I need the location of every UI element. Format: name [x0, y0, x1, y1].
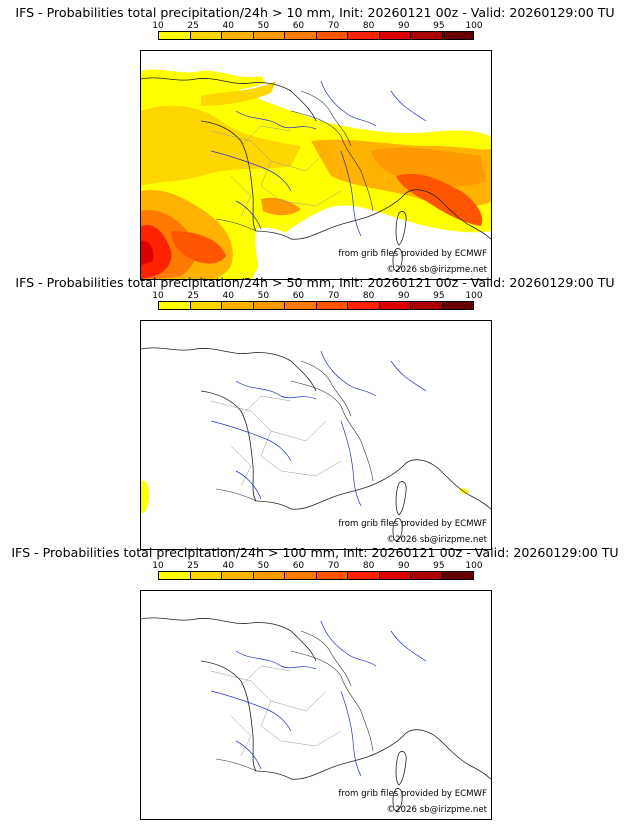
colorbar-labels: 10 25 40 50 60 70 80 90 95 100	[140, 561, 490, 573]
colorbar-segment	[285, 32, 317, 39]
colorbar-label: 40	[222, 21, 234, 31]
panel-title: IFS - Probabilities total precipitation/…	[15, 275, 615, 290]
colorbar-segment	[190, 32, 222, 39]
colorbar-segment	[316, 572, 348, 579]
colorbar-label: 40	[222, 291, 234, 301]
colorbar-segment	[411, 302, 443, 309]
colorbar-label: 70	[327, 21, 340, 31]
colorbar-segment	[222, 302, 254, 309]
data-credit: from grib files provided by ECMWF	[338, 789, 487, 799]
colorbar-segment	[348, 302, 380, 309]
data-credit: from grib files provided by ECMWF	[338, 519, 487, 529]
colorbar-segment	[379, 572, 411, 579]
colorbar-label: 100	[465, 291, 483, 301]
colorbar-segment	[253, 572, 285, 579]
precip-map: from grib files provided by ECMWF ©2026 …	[140, 50, 492, 280]
colorbar-segment	[190, 302, 222, 309]
colorbar	[158, 301, 474, 310]
colorbar-segment	[442, 572, 473, 579]
colorbar-segment	[316, 32, 348, 39]
colorbar-label: 90	[398, 561, 410, 571]
colorbar-label: 25	[187, 561, 199, 571]
panel-title: IFS - Probabilities total precipitation/…	[11, 545, 619, 560]
colorbar-segment	[253, 32, 285, 39]
colorbar-label: 25	[187, 291, 199, 301]
colorbar-segment	[348, 572, 380, 579]
colorbar-label: 60	[292, 21, 305, 31]
colorbar-label: 50	[257, 291, 270, 301]
colorbar-label: 80	[362, 561, 375, 571]
colorbar-label: 50	[257, 21, 270, 31]
colorbar-label: 95	[433, 291, 445, 301]
colorbar-label: 50	[257, 561, 270, 571]
colorbar-label: 60	[292, 291, 305, 301]
colorbar-segment	[159, 32, 191, 39]
colorbar-segment	[348, 32, 380, 39]
colorbar-segment	[222, 32, 254, 39]
colorbar-segment	[159, 572, 191, 579]
colorbar-segment	[190, 572, 222, 579]
colorbar-segment	[285, 302, 317, 309]
colorbar-label: 40	[222, 561, 234, 571]
colorbar-label: 80	[362, 291, 375, 301]
colorbar-segment	[222, 572, 254, 579]
copyright: ©2026 sb@irizpme.net	[386, 805, 488, 815]
copyright: ©2026 sb@irizpme.net	[386, 265, 488, 275]
colorbar-label: 10	[152, 291, 164, 301]
colorbar-label: 100	[465, 561, 483, 571]
data-credit: from grib files provided by ECMWF	[338, 249, 487, 259]
colorbar	[158, 571, 474, 580]
map-panel-50mm: IFS - Probabilities total precipitation/…	[0, 275, 630, 550]
colorbar-label: 90	[398, 291, 410, 301]
colorbar-segment	[411, 572, 443, 579]
colorbar-segment	[442, 302, 473, 309]
colorbar-label: 60	[292, 561, 305, 571]
colorbar-labels: 10 25 40 50 60 70 80 90 95 100	[140, 21, 490, 33]
colorbar-label: 10	[152, 21, 164, 31]
colorbar-label: 90	[398, 21, 410, 31]
colorbar-segment	[379, 32, 411, 39]
map-panel-10mm: IFS - Probabilities total precipitation/…	[0, 5, 630, 280]
colorbar-label: 70	[327, 561, 340, 571]
colorbar-label: 70	[327, 291, 340, 301]
colorbar-segment	[285, 572, 317, 579]
colorbar-segment	[316, 302, 348, 309]
colorbar-label: 95	[433, 561, 445, 571]
colorbar-label: 95	[433, 21, 445, 31]
copyright: ©2026 sb@irizpme.net	[386, 535, 488, 545]
colorbar-label: 10	[152, 561, 164, 571]
colorbar-label: 25	[187, 21, 199, 31]
colorbar-segment	[253, 302, 285, 309]
precip-map: from grib files provided by ECMWF ©2026 …	[140, 320, 492, 550]
colorbar-label: 80	[362, 21, 375, 31]
colorbar-segment	[442, 32, 473, 39]
colorbar-segment	[379, 302, 411, 309]
colorbar-label: 100	[465, 21, 483, 31]
colorbar-segment	[411, 32, 443, 39]
panel-title: IFS - Probabilities total precipitation/…	[15, 5, 615, 20]
precip-map: from grib files provided by ECMWF ©2026 …	[140, 590, 492, 820]
colorbar-labels: 10 25 40 50 60 70 80 90 95 100	[140, 291, 490, 303]
map-panel-100mm: IFS - Probabilities total precipitation/…	[0, 545, 630, 820]
colorbar	[158, 31, 474, 40]
colorbar-segment	[159, 302, 191, 309]
